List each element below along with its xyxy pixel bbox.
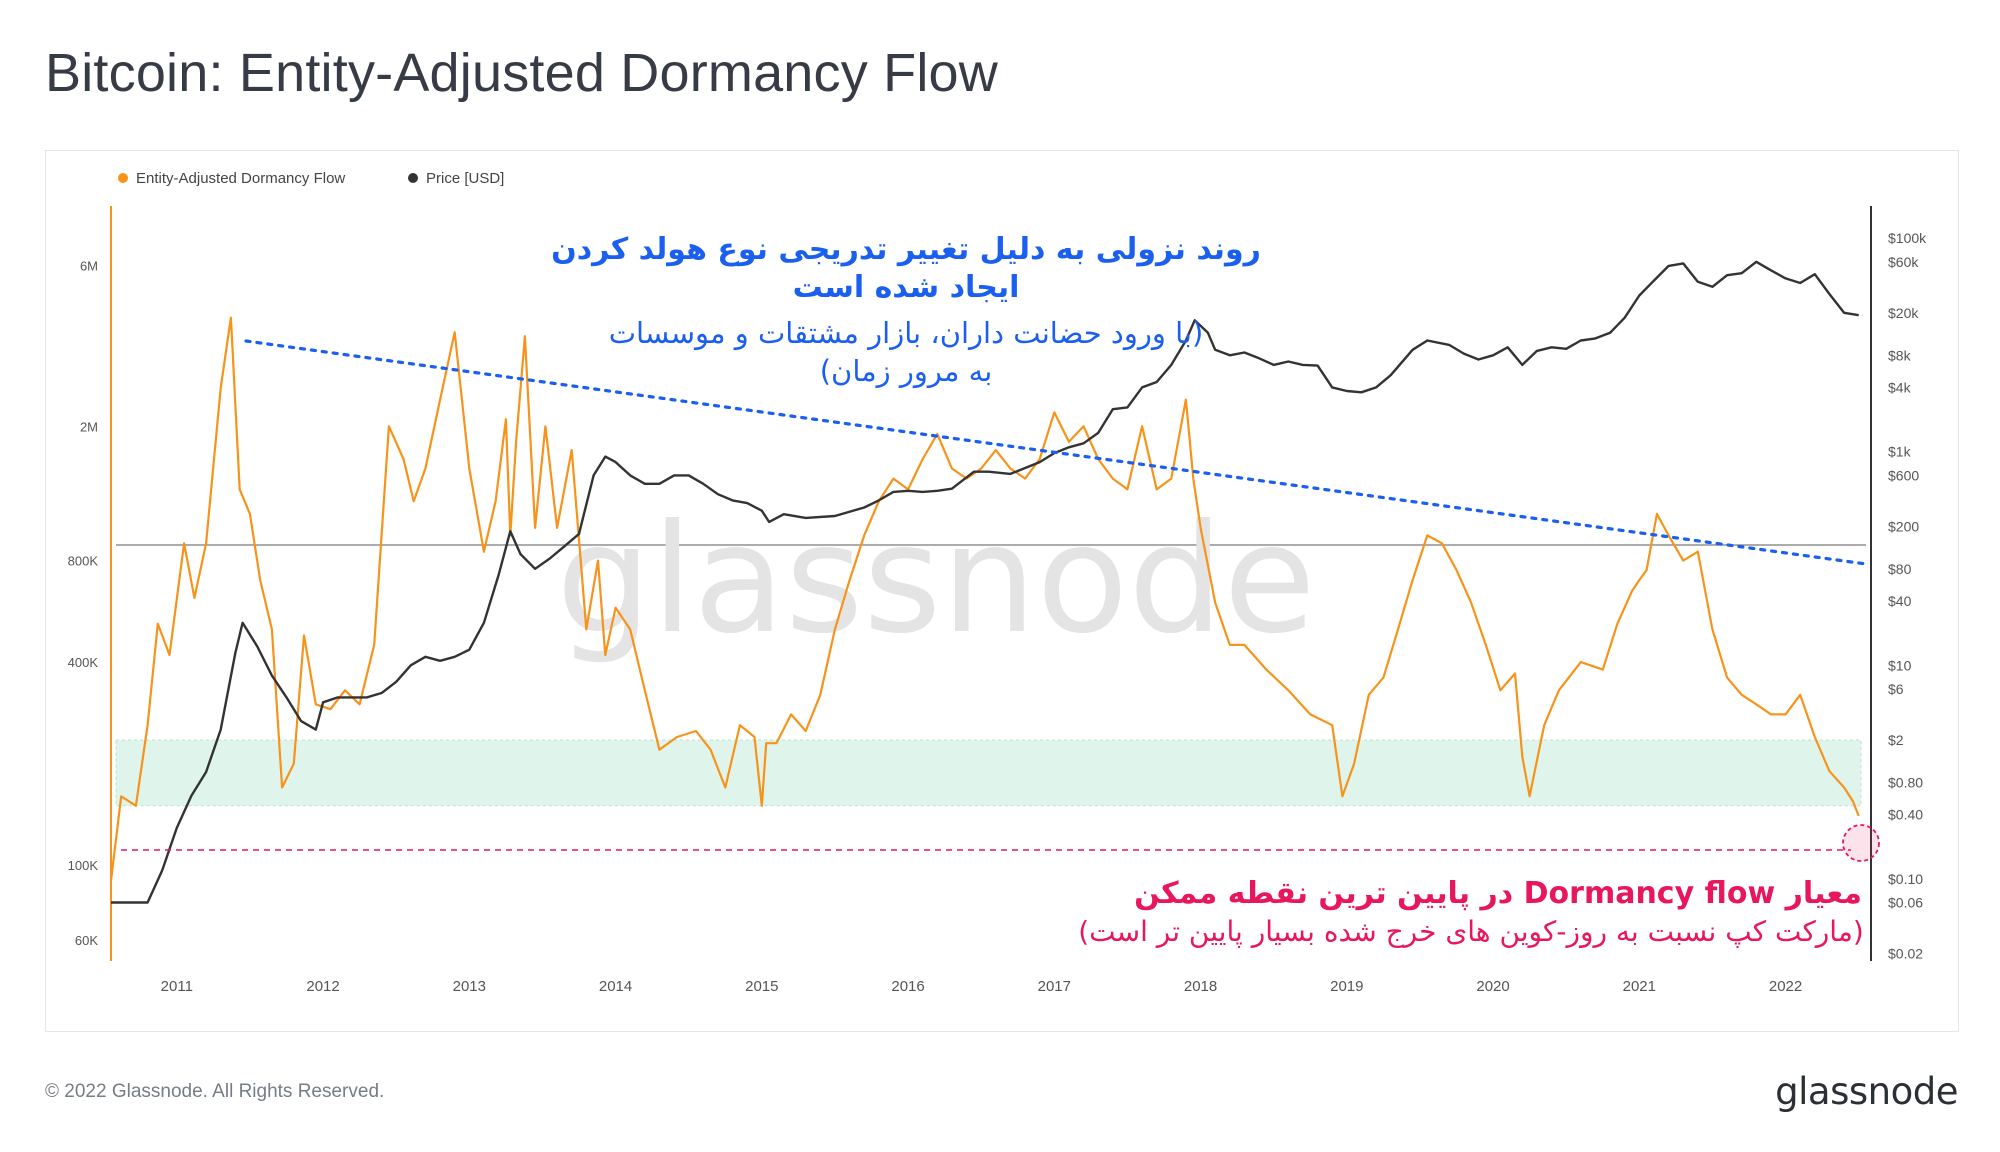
left-tick-label: 100K [68, 858, 99, 873]
x-tick-label: 2016 [891, 978, 924, 995]
left-tick-label: 400K [68, 655, 99, 670]
x-tick-label: 2020 [1476, 978, 1509, 995]
trend-annotation-sub-1: (با ورود حضانت داران، بازار مشتقات و موس… [609, 316, 1204, 350]
chart-frame: glassnode Entity-Adjusted Dormancy Flow Pr… [45, 150, 1959, 1032]
right-tick-label: $0.06 [1888, 895, 1923, 911]
low-point-marker [1842, 824, 1880, 862]
page-title: Bitcoin: Entity-Adjusted Dormancy Flow [45, 43, 998, 103]
right-tick-label: $20k [1888, 305, 1919, 321]
left-tick-label: 800K [68, 554, 99, 569]
legend-dot-price [408, 173, 418, 183]
low-zone-band [115, 739, 1862, 807]
x-tick-label: 2021 [1623, 978, 1656, 995]
low-annotation-title: معیار Dormancy flow در پایین ترین نقطه م… [1134, 876, 1862, 911]
right-tick-label: $60k [1888, 254, 1919, 270]
left-tick-label: 2M [80, 419, 98, 434]
brand-logo: glassnode [1775, 1070, 1958, 1113]
watermark: glassnode [556, 493, 1315, 667]
left-tick-label: 60K [75, 933, 98, 948]
right-tick-label: $0.10 [1888, 871, 1923, 887]
x-tick-label: 2013 [453, 978, 486, 995]
x-tick-label: 2014 [599, 978, 632, 995]
x-tick-label: 2019 [1330, 978, 1363, 995]
legend-label-price: Price [USD] [426, 170, 504, 187]
chart-svg: glassnode Entity-Adjusted Dormancy Flow Pr… [68, 170, 1928, 995]
right-tick-label: $0.02 [1888, 945, 1923, 961]
right-tick-label: $600 [1888, 467, 1919, 483]
trend-line [244, 339, 1868, 566]
x-tick-label: 2015 [745, 978, 778, 995]
x-tick-label: 2012 [306, 978, 339, 995]
right-tick-label: $6 [1888, 681, 1904, 697]
right-tick-label: $0.40 [1888, 807, 1923, 823]
legend-dot-dormancy [118, 173, 128, 183]
dormancy-flow-line [109, 316, 1860, 881]
right-tick-label: $1k [1888, 444, 1912, 460]
left-tick-label: 6M [80, 258, 98, 273]
right-tick-label: $10 [1888, 657, 1912, 673]
right-tick-label: $100k [1888, 230, 1927, 246]
right-tick-label: $200 [1888, 518, 1919, 534]
right-tick-label: $40 [1888, 593, 1912, 609]
right-tick-label: $80 [1888, 561, 1912, 577]
trend-annotation-sub-2: به مرور زمان) [820, 354, 993, 388]
right-tick-label: $2 [1888, 732, 1904, 748]
legend-label-dormancy: Entity-Adjusted Dormancy Flow [136, 170, 345, 187]
copyright-text: © 2022 Glassnode. All Rights Reserved. [45, 1081, 385, 1102]
x-tick-label: 2018 [1184, 978, 1217, 995]
x-tick-label: 2017 [1038, 978, 1071, 995]
x-tick-label: 2011 [161, 978, 193, 995]
trend-annotation-title-1: روند نزولی به دلیل تغییر تدریجی نوع هولد… [551, 232, 1261, 267]
right-tick-label: $4k [1888, 379, 1912, 395]
x-tick-label: 2022 [1769, 978, 1802, 995]
trend-annotation-title-2: ایجاد شده است [793, 270, 1020, 305]
right-tick-label: $0.80 [1888, 774, 1923, 790]
low-annotation-sub: (مارکت کپ نسبت به روز-کوین های خرج شده ب… [1078, 915, 1864, 949]
right-tick-label: $8k [1888, 347, 1912, 363]
price-line [111, 260, 1859, 904]
